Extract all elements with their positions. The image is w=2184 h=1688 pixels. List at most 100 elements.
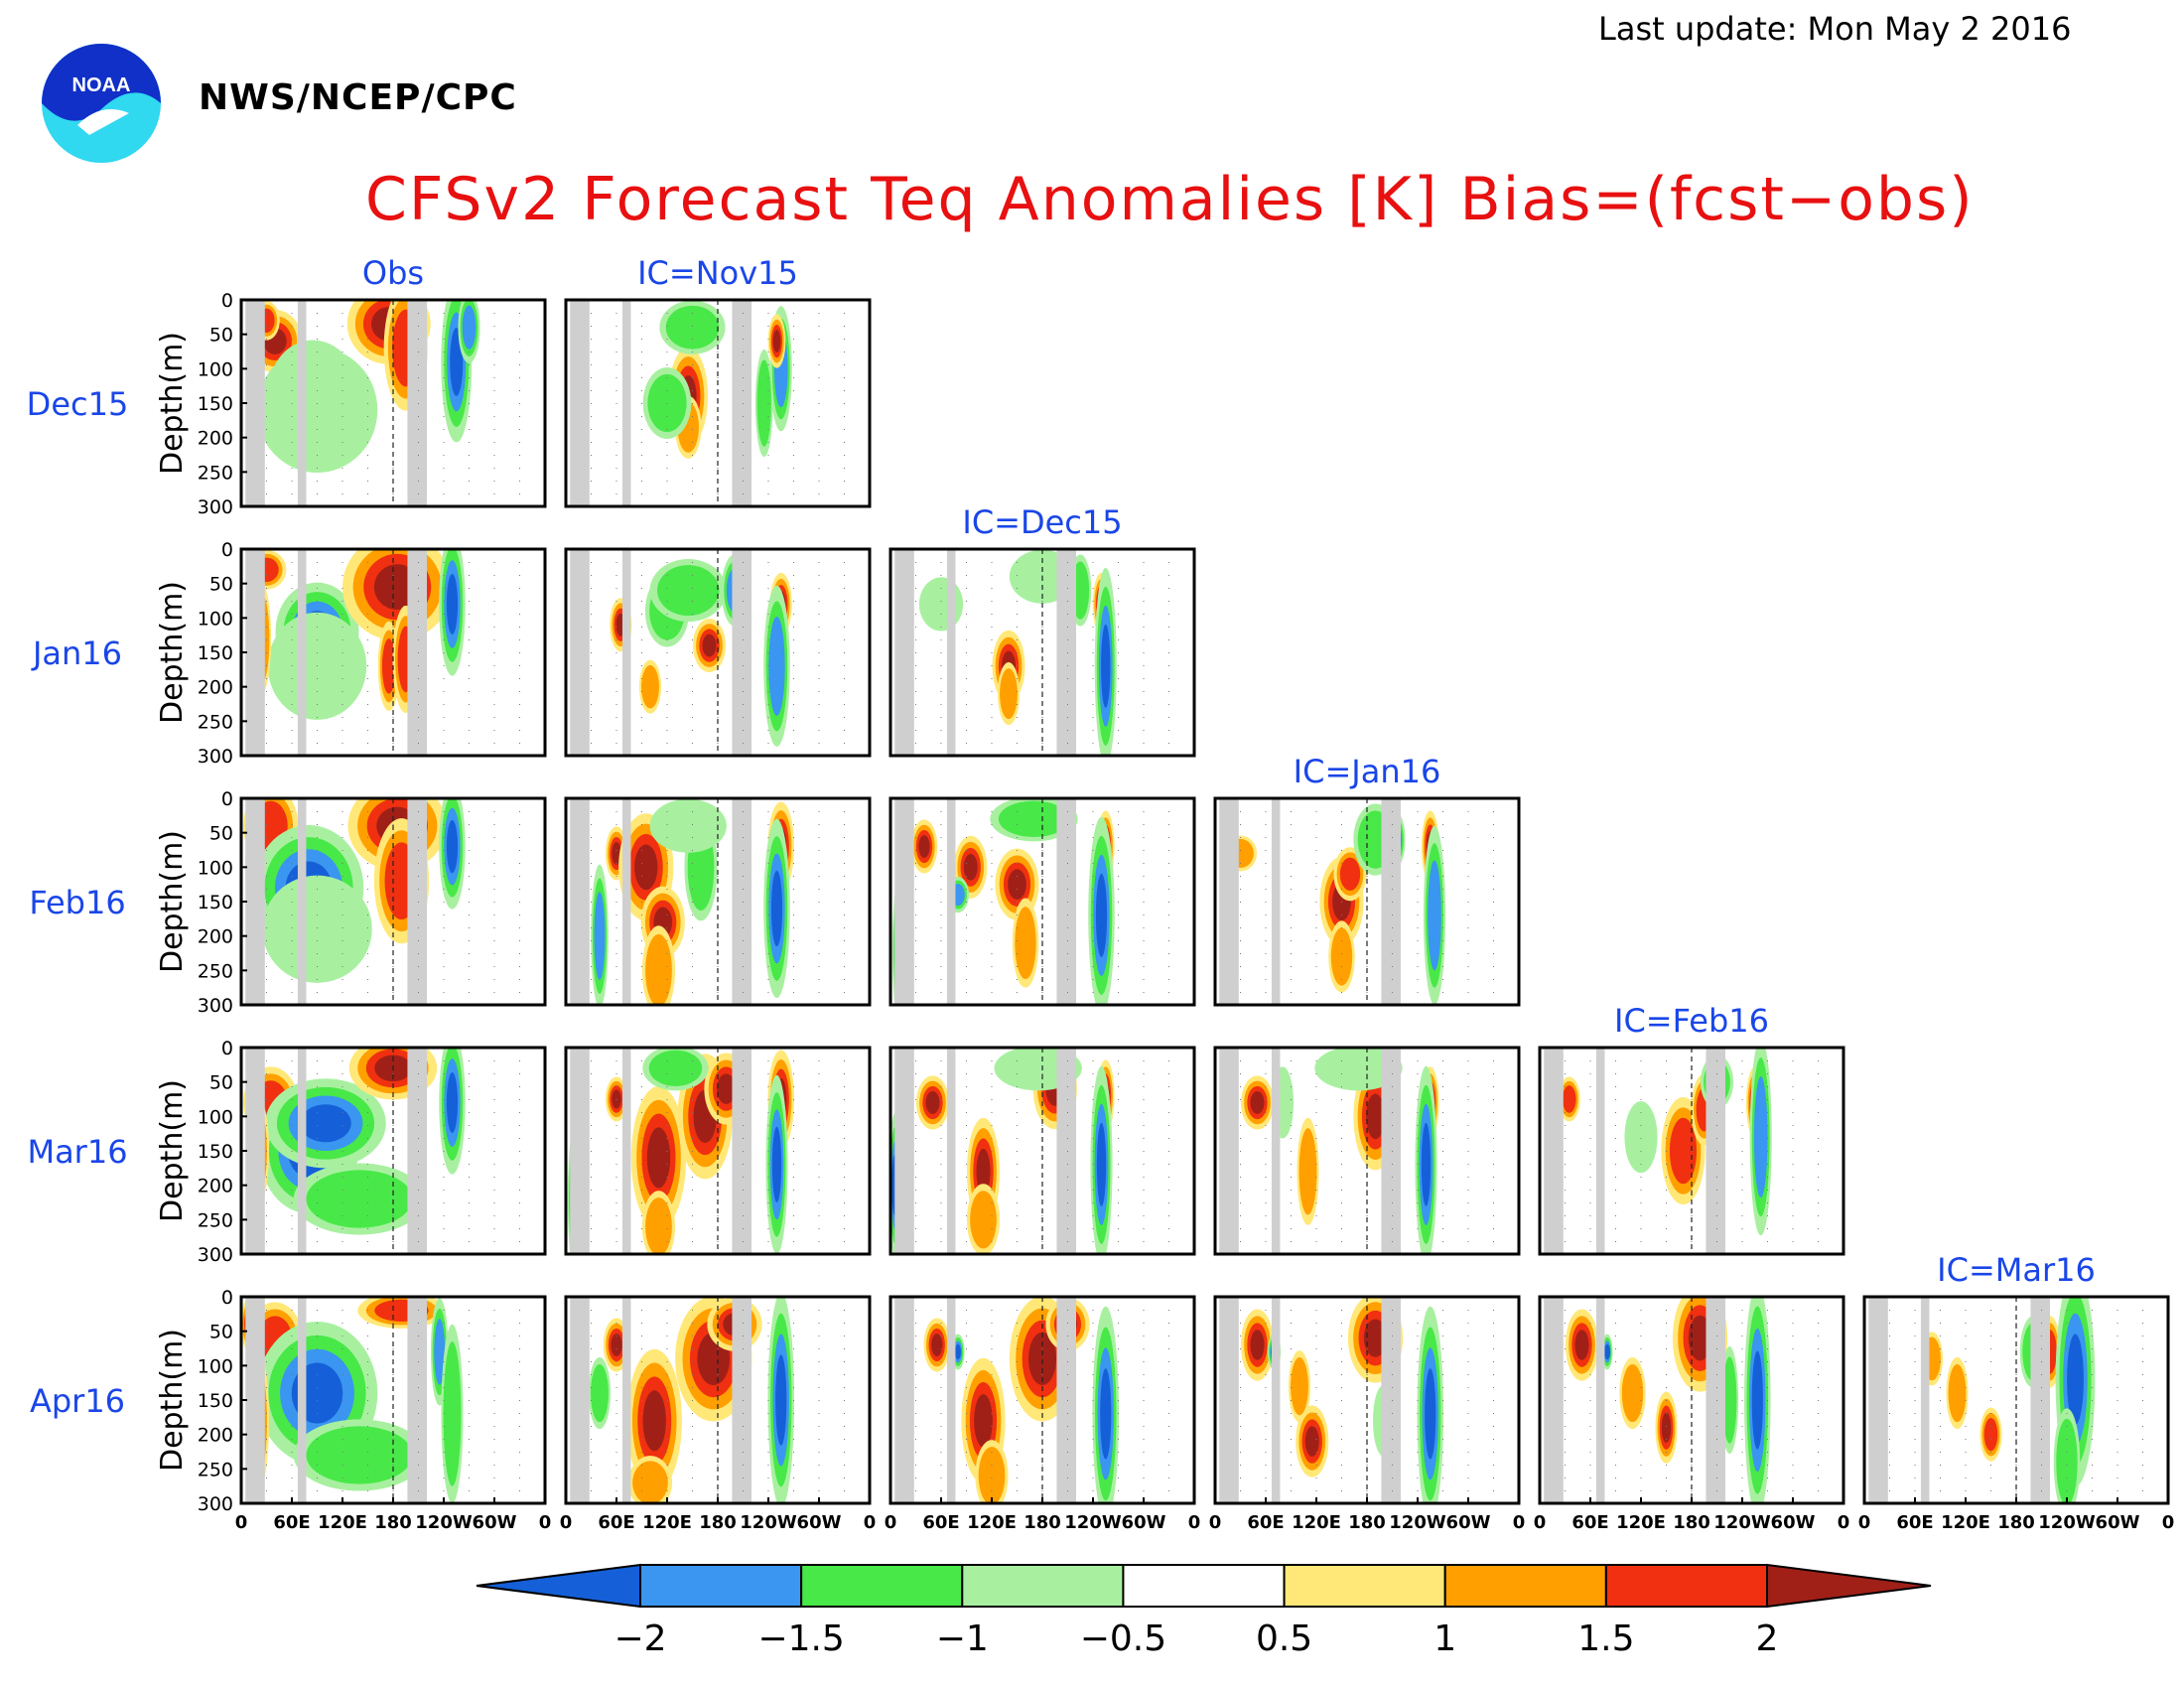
land-mask (245, 798, 265, 1005)
panel-mar16-3 (1213, 1046, 1521, 1256)
contour-blob (1304, 1426, 1319, 1457)
y-tick-label: 200 (198, 677, 233, 699)
land-mask (297, 300, 307, 506)
x-tick-label: 120W (1389, 1512, 1446, 1533)
logo-text: NOAA (72, 74, 131, 96)
contour-blob (1574, 1330, 1589, 1360)
x-tick-label: 60W (473, 1512, 517, 1533)
y-tick-label: 150 (198, 393, 233, 415)
x-tick-label: 180 (699, 1512, 737, 1533)
panel-jan16-1 (564, 547, 872, 758)
x-tick-label: 180 (1024, 1512, 1061, 1533)
row-label: Feb16 (29, 884, 125, 921)
land-mask (570, 1297, 590, 1503)
contour-blob (1008, 869, 1026, 900)
contour-blob (1339, 857, 1361, 891)
panel-jan16-0: 0 50 100 150 200 250 300 Depth(m) Jan16 (31, 539, 547, 768)
contour-blob (634, 844, 658, 891)
x-tick-label: 60W (2096, 1512, 2140, 1533)
y-tick-label: 200 (198, 1176, 233, 1197)
land-mask (407, 1048, 427, 1254)
contour-blob (443, 1341, 462, 1486)
x-tick-label: 60E (922, 1512, 959, 1533)
contour-blob (306, 1170, 413, 1228)
x-tick-label: 60E (1571, 1512, 1608, 1533)
land-mask (1381, 798, 1401, 1005)
land-mask (894, 1048, 914, 1254)
panel-frame (564, 1046, 872, 1256)
y-tick-label: 0 (221, 788, 233, 810)
land-mask (297, 798, 307, 1005)
land-mask (297, 1048, 307, 1254)
y-tick-label: 100 (198, 608, 233, 630)
land-mask (894, 1297, 914, 1503)
colorbar-tick-label: 1.5 (1577, 1618, 1634, 1659)
row-label: Mar16 (27, 1133, 127, 1171)
land-mask (1056, 549, 1076, 756)
contour-blob (648, 1050, 703, 1087)
land-mask (297, 1297, 307, 1503)
x-tick-label: 60W (1446, 1512, 1491, 1533)
colorbar-swatch (639, 1564, 803, 1608)
y-tick-label: 50 (209, 1072, 233, 1094)
panel-frame (564, 298, 872, 508)
contour-blob (1314, 1048, 1403, 1091)
contour-blob (256, 347, 378, 474)
land-mask (732, 798, 751, 1005)
x-tick-label: 120E (1292, 1512, 1341, 1533)
contour-blob (642, 1390, 666, 1452)
x-tick-label: 60W (1122, 1512, 1166, 1533)
column-title: Obs (362, 254, 424, 292)
contour-blob (1000, 668, 1018, 720)
y-axis-label: Depth(m) (155, 830, 190, 973)
x-tick-label: 60E (1247, 1512, 1284, 1533)
x-tick-label: 60E (273, 1512, 310, 1533)
colorbar-tick-label: −0.5 (1080, 1618, 1166, 1659)
land-mask (245, 1297, 265, 1503)
land-mask (1868, 1297, 1888, 1503)
y-tick-label: 300 (198, 496, 233, 518)
contour-blob (1428, 860, 1441, 971)
x-tick-label: 120E (1941, 1512, 1990, 1533)
y-axis-label: Depth(m) (155, 581, 190, 724)
colorbar-tick-label: 0.5 (1256, 1618, 1312, 1659)
contour-blob (1096, 1122, 1107, 1206)
y-tick-label: 150 (198, 892, 233, 914)
x-tick-label: 60E (1896, 1512, 1933, 1533)
contour-blob (645, 933, 672, 1005)
x-tick-label: 0 (560, 1512, 573, 1533)
colorbar-swatch (961, 1564, 1125, 1608)
x-tick-label: 120E (967, 1512, 1017, 1533)
colorbar-tick-label: −2 (614, 1618, 666, 1659)
contour-blob (1661, 1412, 1672, 1443)
panel-mar16-0: 0 50 100 150 200 250 300 Depth(m) Mar16 (27, 1038, 547, 1266)
x-tick-label: 0 (539, 1512, 552, 1533)
contour-blob (771, 1126, 782, 1203)
column-title: IC=Nov15 (637, 254, 798, 292)
land-mask (407, 798, 427, 1005)
contour-blob (300, 1104, 351, 1143)
y-tick-label: 150 (198, 642, 233, 664)
colorbar-tick-label: −1.5 (757, 1618, 844, 1659)
panel-apr16-2: 0 60E 120E 180 120W 60W 0 (885, 1295, 1200, 1533)
land-mask (894, 798, 914, 1005)
land-mask (621, 1297, 631, 1503)
contour-blob (998, 800, 1070, 837)
panel-jan16-2: IC=Dec15 (888, 503, 1196, 758)
y-tick-label: 200 (198, 1425, 233, 1447)
land-mask (1271, 1297, 1281, 1503)
contour-blob (612, 842, 621, 865)
x-tick-label: 120W (740, 1512, 797, 1533)
y-tick-label: 300 (198, 1244, 233, 1266)
panel-feb16-2 (888, 796, 1196, 1007)
y-tick-label: 0 (221, 290, 233, 312)
contour-blob (918, 835, 930, 858)
x-tick-label: 0 (1513, 1512, 1526, 1533)
contour-blob (2067, 1334, 2084, 1425)
colorbar-tick-label: 2 (1756, 1618, 1779, 1659)
y-tick-label: 150 (198, 1141, 233, 1163)
panel-frame (888, 1046, 1196, 1256)
panel-apr16-5: 0 60E 120E 180 120W 60W 0 IC=Mar16 (1858, 1251, 2175, 1533)
x-tick-label: 120W (2038, 1512, 2096, 1533)
contour-blob (1250, 1330, 1265, 1360)
